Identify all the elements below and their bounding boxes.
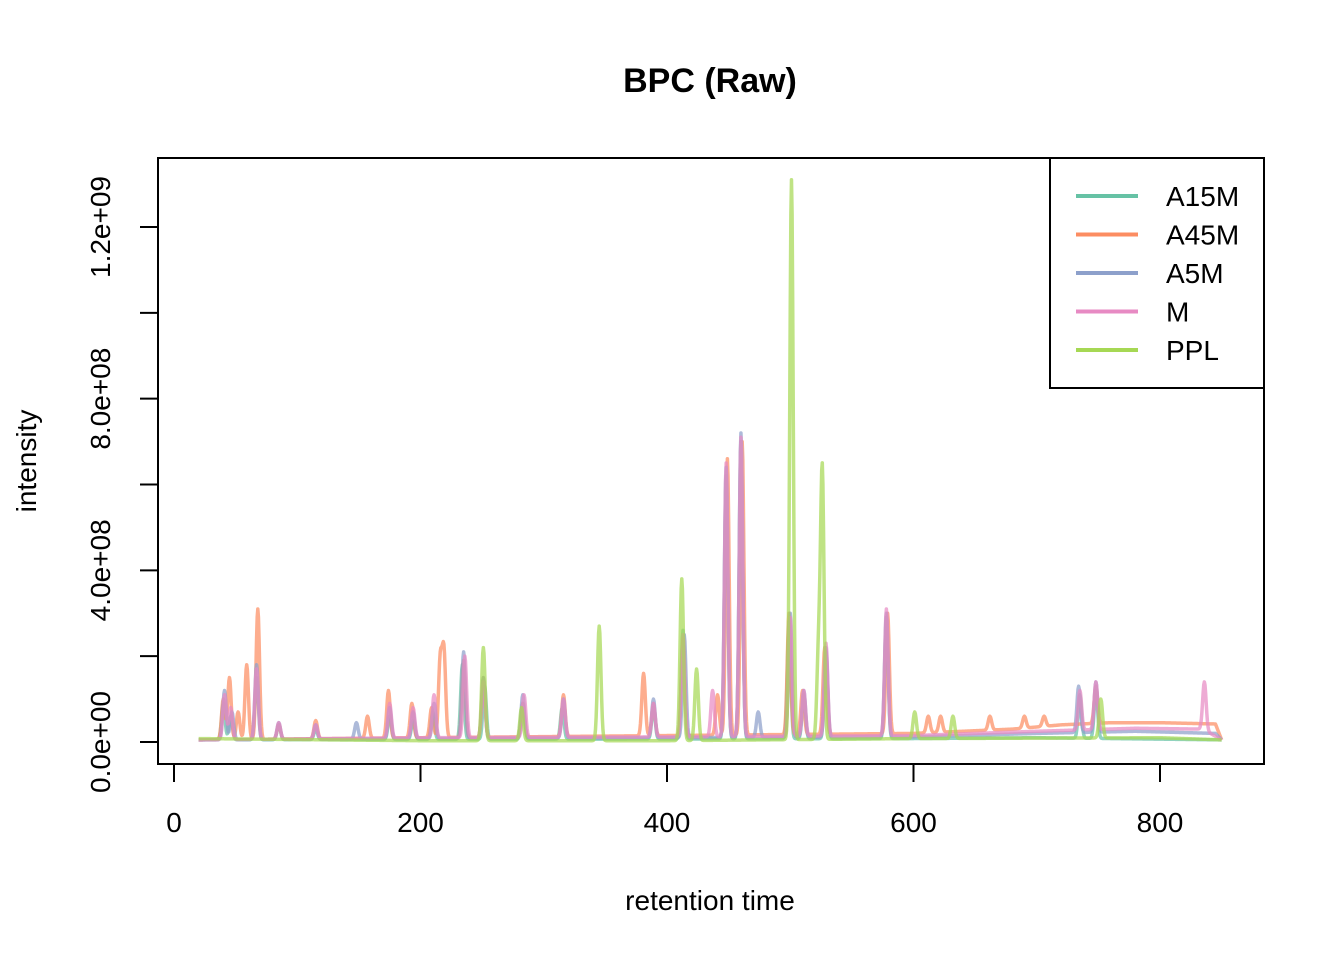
legend-label-a5m: A5M [1166, 258, 1224, 289]
series-line-a5m [197, 431, 1223, 742]
legend: A15M A45M A5M M PPL [1049, 157, 1265, 389]
y-tick-label: 0.0e+00 [85, 691, 116, 793]
series-line-a45m [197, 439, 1224, 742]
legend-label-a15m: A15M [1166, 181, 1239, 212]
y-axis-label: intensity [11, 410, 42, 513]
x-axis-label: retention time [625, 885, 795, 916]
y-tick-label: 4.0e+08 [85, 519, 116, 621]
legend-label-ppl: PPL [1166, 335, 1219, 366]
x-tick-label: 400 [644, 807, 691, 838]
series-line-m [197, 435, 1223, 742]
legend-label-a45m: A45M [1166, 220, 1239, 251]
x-tick-label: 200 [397, 807, 444, 838]
y-axis: 0.0e+00 4.0e+08 8.0e+08 1.2e+09 [85, 176, 159, 793]
y-tick-label: 8.0e+08 [85, 348, 116, 450]
series-layer [197, 178, 1224, 743]
x-tick-label: 800 [1137, 807, 1184, 838]
x-tick-label: 600 [890, 807, 937, 838]
series-line-ppl [197, 178, 1223, 743]
chart-title: BPC (Raw) [623, 62, 797, 100]
x-tick-label: 0 [166, 807, 182, 838]
legend-label-m: M [1166, 297, 1189, 328]
x-axis: 0 200 400 600 800 [166, 763, 1184, 838]
y-tick-label: 1.2e+09 [85, 176, 116, 278]
